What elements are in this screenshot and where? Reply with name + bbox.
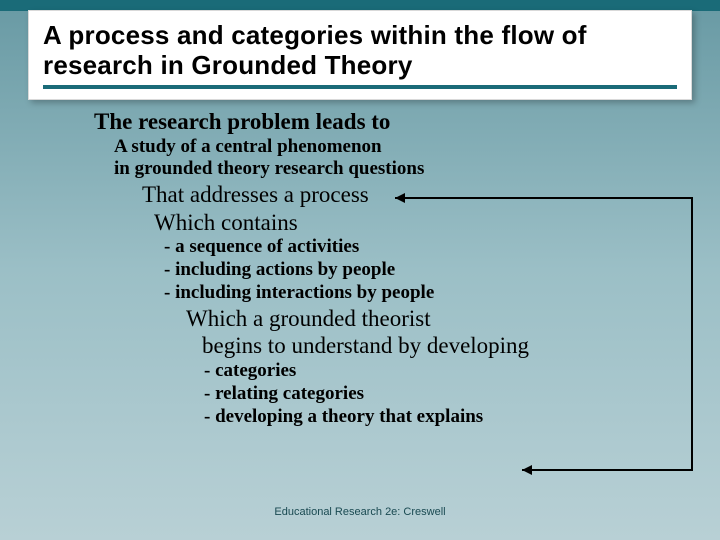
- line-process: That addresses a process: [142, 181, 694, 209]
- line-problem: The research problem leads to: [94, 108, 694, 136]
- line-interactions: - including interactions by people: [164, 282, 694, 305]
- line-relating: - relating categories: [204, 383, 694, 406]
- content-body: The research problem leads to A study of…: [94, 108, 694, 428]
- line-seq: - a sequence of activities: [164, 236, 694, 259]
- line-categories: - categories: [204, 360, 694, 383]
- slide-title: A process and categories within the flow…: [43, 21, 677, 81]
- line-study-b: in grounded theory research questions: [114, 158, 694, 181]
- slide: A process and categories within the flow…: [0, 0, 720, 540]
- line-theorist-a: Which a grounded theorist: [186, 305, 694, 333]
- title-box: A process and categories within the flow…: [28, 10, 692, 100]
- line-theorist-b: begins to understand by developing: [202, 332, 694, 360]
- title-underline: [43, 85, 677, 89]
- footer-credit: Educational Research 2e: Creswell: [0, 506, 720, 518]
- line-study-a: A study of a central phenomenon: [114, 136, 694, 159]
- line-actions: - including actions by people: [164, 259, 694, 282]
- line-developing: - developing a theory that explains: [204, 406, 694, 429]
- line-contains: Which contains: [154, 209, 694, 237]
